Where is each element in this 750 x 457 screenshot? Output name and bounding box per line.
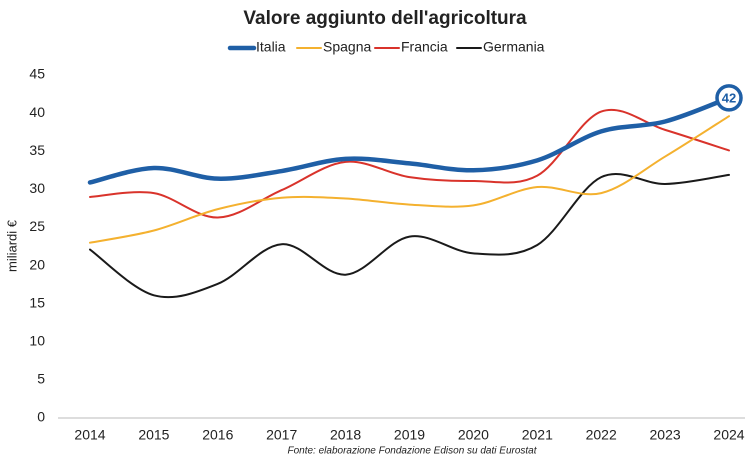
x-tick-label: 2023 xyxy=(650,427,681,443)
x-tick-label: 2017 xyxy=(266,427,297,443)
y-tick-label: 10 xyxy=(29,332,45,348)
x-tick-label: 2016 xyxy=(202,427,233,443)
x-tick-label: 2024 xyxy=(713,427,744,443)
source-note: Fonte: elaborazione Fondazione Edison su… xyxy=(287,446,537,457)
y-tick-label: 30 xyxy=(29,180,45,196)
series-line xyxy=(89,115,730,244)
y-tick-label: 5 xyxy=(37,371,45,387)
x-tick-label: 2019 xyxy=(394,427,425,443)
data-label: 42 xyxy=(722,90,736,105)
x-tick-label: 2020 xyxy=(458,427,489,443)
y-tick-label: 45 xyxy=(29,66,45,82)
legend-label: Germania xyxy=(483,39,545,55)
x-tick-label: 2018 xyxy=(330,427,361,443)
chart-title: Valore aggiunto dell'agricoltura xyxy=(243,8,527,29)
legend-label: Francia xyxy=(401,39,448,55)
y-tick-label: 35 xyxy=(29,142,45,158)
x-tick-label: 2021 xyxy=(522,427,553,443)
data-label-marker xyxy=(715,84,743,112)
y-axis-label: miliardi € xyxy=(4,219,19,272)
x-tick-label: 2022 xyxy=(586,427,617,443)
y-tick-label: 15 xyxy=(29,294,45,310)
y-tick-label: 0 xyxy=(37,409,45,425)
x-tick-label: 2015 xyxy=(138,427,169,443)
y-tick-label: 25 xyxy=(29,218,45,234)
x-tick-label: 2014 xyxy=(74,427,105,443)
series-line xyxy=(87,95,732,185)
y-tick-label: 20 xyxy=(29,256,45,272)
y-tick-label: 40 xyxy=(29,104,45,120)
series-line xyxy=(89,172,730,299)
legend-label: Spagna xyxy=(323,39,371,55)
legend-label: Italia xyxy=(256,39,286,55)
